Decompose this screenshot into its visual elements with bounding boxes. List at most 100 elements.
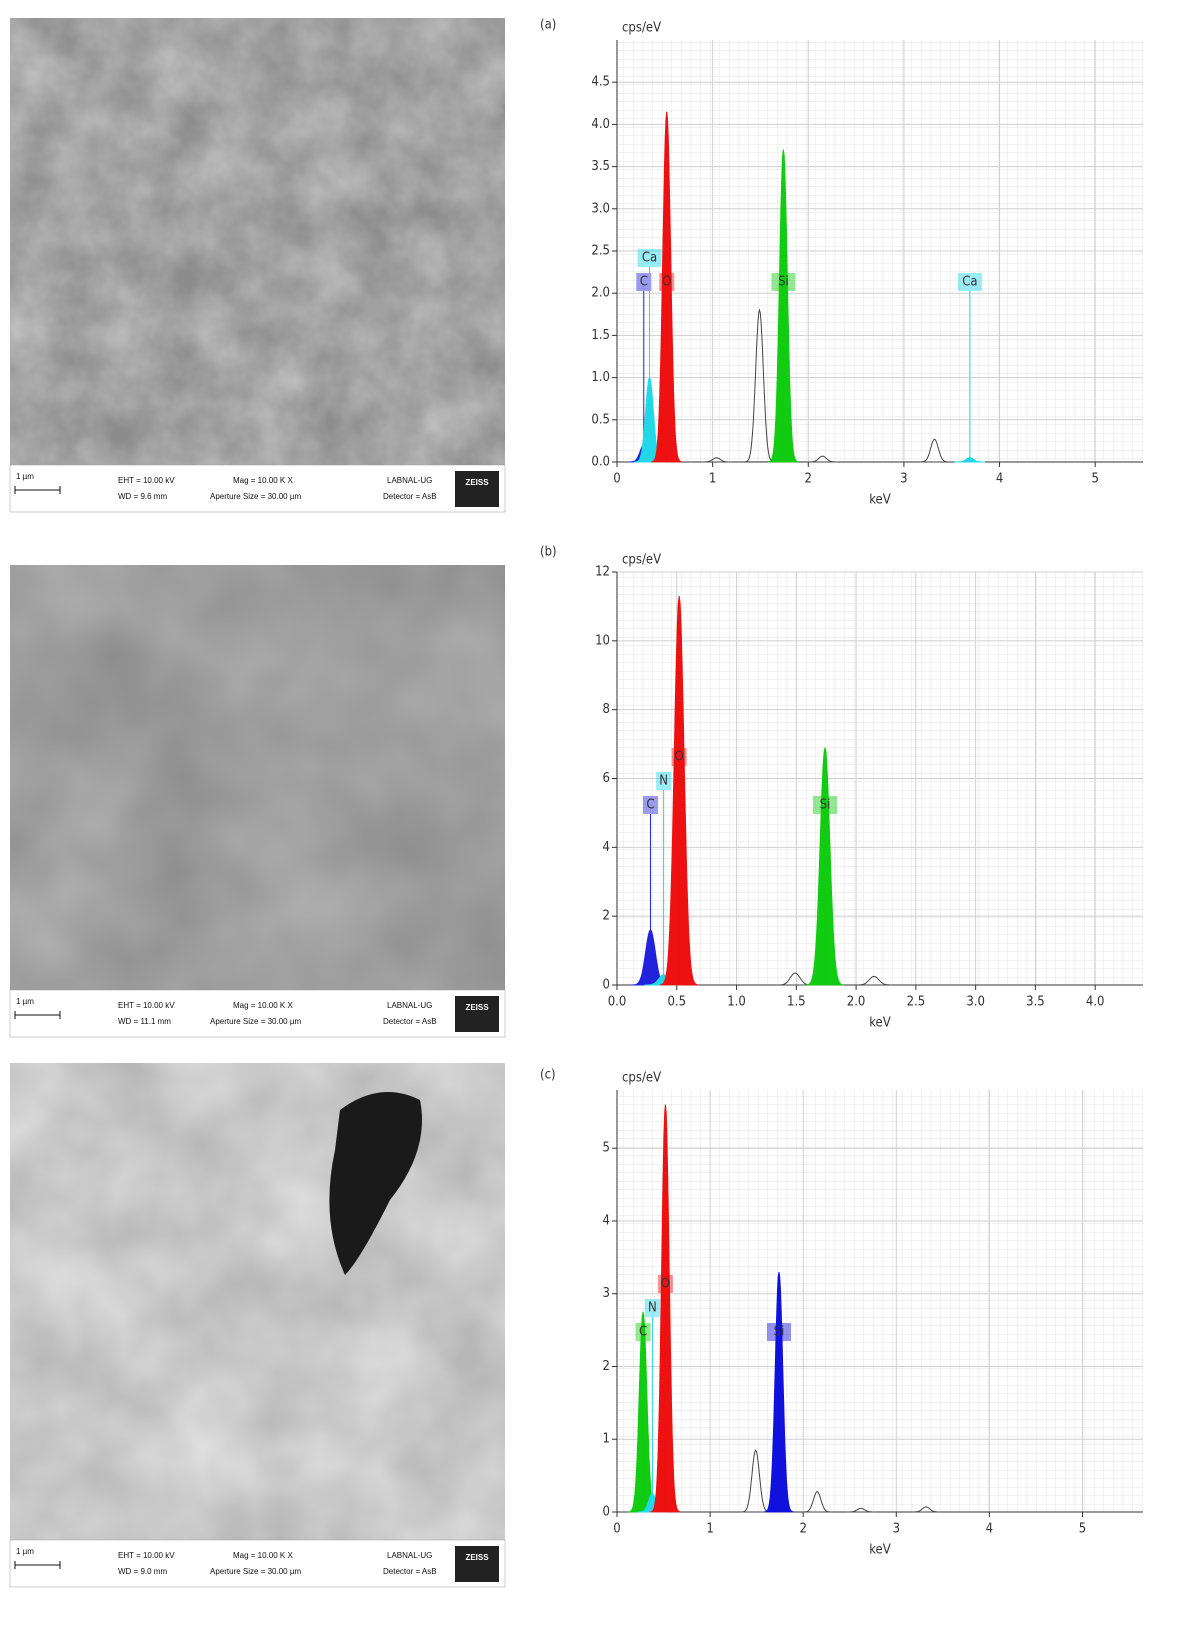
aperture: Aperture Size = 30.00 µm [210, 1017, 301, 1026]
x-tick-label: 0.0 [608, 995, 627, 1010]
peak-label: C [640, 275, 648, 290]
x-tick-label: 1.5 [787, 995, 806, 1010]
y-tick-label: 4 [603, 1213, 610, 1228]
logo: ZEISS [465, 1003, 489, 1012]
x-tick-label: 1 [706, 1522, 713, 1537]
peak-label-box [671, 748, 687, 766]
peak [701, 457, 732, 463]
wd: WD = 11.1 mm [118, 1017, 171, 1026]
aperture: Aperture Size = 30.00 µm [210, 1567, 301, 1576]
y-tick-label: 6 [603, 771, 610, 786]
logo-box [455, 471, 499, 507]
peak [919, 438, 950, 463]
info-bar [9, 989, 506, 1038]
peak-label-box [642, 796, 658, 814]
x-axis-label: keV [869, 1543, 891, 1558]
peak-label-box [771, 273, 796, 291]
peak-label: Si [820, 798, 831, 813]
peak [802, 1491, 833, 1513]
y-axis-label: cps/eV [622, 21, 661, 36]
panel-label: (c) [540, 1068, 556, 1083]
y-tick-label: 2 [603, 909, 610, 924]
spectrum-chart: (c) 0 1 2 3 4 5 0 1 2 3 4 5 cps/eV keV CNO Si [540, 1068, 1143, 1558]
peak-label-box [636, 273, 652, 291]
scale-label: 1 µm [16, 1547, 34, 1556]
x-tick-label: 0.5 [667, 995, 686, 1010]
x-tick-label: 5 [1079, 1522, 1086, 1537]
y-tick-label: 8 [603, 702, 610, 717]
sem-image: 1 µm EHT = 10.00 kV WD = 11.1 mm Mag = 10.0… [9, 565, 506, 1038]
plot-area [617, 1090, 1143, 1512]
eht: EHT = 10.00 kV [118, 476, 175, 485]
x-tick-label: 3 [900, 472, 907, 487]
x-tick-label: 2 [805, 472, 812, 487]
detector: Detector = AsB [383, 492, 437, 501]
scale-label: 1 µm [16, 472, 34, 481]
y-tick-label: 12 [595, 565, 610, 580]
peak-label-box [766, 1323, 791, 1341]
x-tick-label: 2.0 [847, 995, 866, 1010]
x-axis-label: keV [869, 493, 891, 508]
logo: ZEISS [465, 478, 489, 487]
x-tick-label: 2 [799, 1522, 806, 1537]
peak-label: O [675, 750, 684, 765]
peak-label-box [957, 273, 982, 291]
peak-label: C [646, 798, 654, 813]
peak [651, 111, 683, 463]
peak-label-box [657, 1275, 673, 1293]
detector: Detector = AsB [383, 1567, 437, 1576]
y-tick-label: 4.0 [591, 117, 610, 132]
peak-label-box [659, 273, 675, 291]
x-tick-label: 1 [709, 472, 716, 487]
spectrum-chart: (a) 0 1 2 3 4 5 0.0 0.5 1.0 1.5 2.0 2.5 3.0 3.5 4.0 4.5 c… [540, 18, 1143, 508]
peak [846, 1507, 876, 1513]
y-tick-label: 0 [603, 978, 610, 993]
peak-label: O [662, 275, 671, 290]
peak-label-box [813, 796, 838, 814]
y-tick-label: 2.5 [591, 244, 610, 259]
logo-box [455, 996, 499, 1032]
peak-label-box [637, 249, 662, 267]
micrograph-texture [10, 18, 505, 465]
y-tick-label: 2.0 [591, 286, 610, 301]
y-tick-label: 3 [603, 1286, 610, 1301]
info-bar [9, 1539, 506, 1588]
eht: EHT = 10.00 kV [118, 1551, 175, 1560]
peak [911, 1506, 941, 1513]
y-tick-label: 0.5 [591, 412, 610, 427]
scale-bar [14, 486, 61, 494]
y-tick-label: 4 [603, 840, 610, 855]
sem-image: 1 µm EHT = 10.00 kV WD = 9.0 mm Mag = 10.00… [9, 1063, 506, 1588]
scale-label: 1 µm [16, 997, 34, 1006]
mag: Mag = 10.00 K X [233, 476, 293, 485]
y-tick-label: 5 [603, 1141, 610, 1156]
x-tick-label: 3.0 [966, 995, 985, 1010]
lab: LABNAL-UG [387, 1551, 432, 1560]
x-tick-label: 2.5 [907, 995, 926, 1010]
peak-label: Ca [962, 275, 977, 290]
y-tick-label: 1.0 [591, 370, 610, 385]
x-tick-label: 1.0 [727, 995, 746, 1010]
x-tick-label: 5 [1091, 472, 1098, 487]
x-tick-label: 0 [613, 1522, 620, 1537]
wd: WD = 9.6 mm [118, 492, 167, 501]
lab: LABNAL-UG [387, 476, 432, 485]
pore [329, 1092, 422, 1275]
logo: ZEISS [465, 1553, 489, 1562]
micrograph-texture [10, 565, 505, 990]
info-bar [9, 464, 506, 513]
y-tick-label: 1.5 [591, 328, 610, 343]
peak-label: C [639, 1325, 647, 1340]
x-tick-label: 4.0 [1086, 995, 1105, 1010]
y-tick-label: 0.0 [591, 455, 610, 470]
wd: WD = 9.0 mm [118, 1567, 167, 1576]
peak-label-box [644, 1299, 660, 1317]
peak-label: O [661, 1277, 670, 1292]
peak-label: Ca [642, 251, 657, 266]
x-tick-label: 3 [893, 1522, 900, 1537]
sem-image: 1 µm EHT = 10.00 kV WD = 9.6 mm Mag = 10.00… [9, 18, 506, 513]
y-axis-label: cps/eV [622, 1071, 661, 1086]
eht: EHT = 10.00 kV [118, 1001, 175, 1010]
y-tick-label: 10 [595, 633, 610, 648]
